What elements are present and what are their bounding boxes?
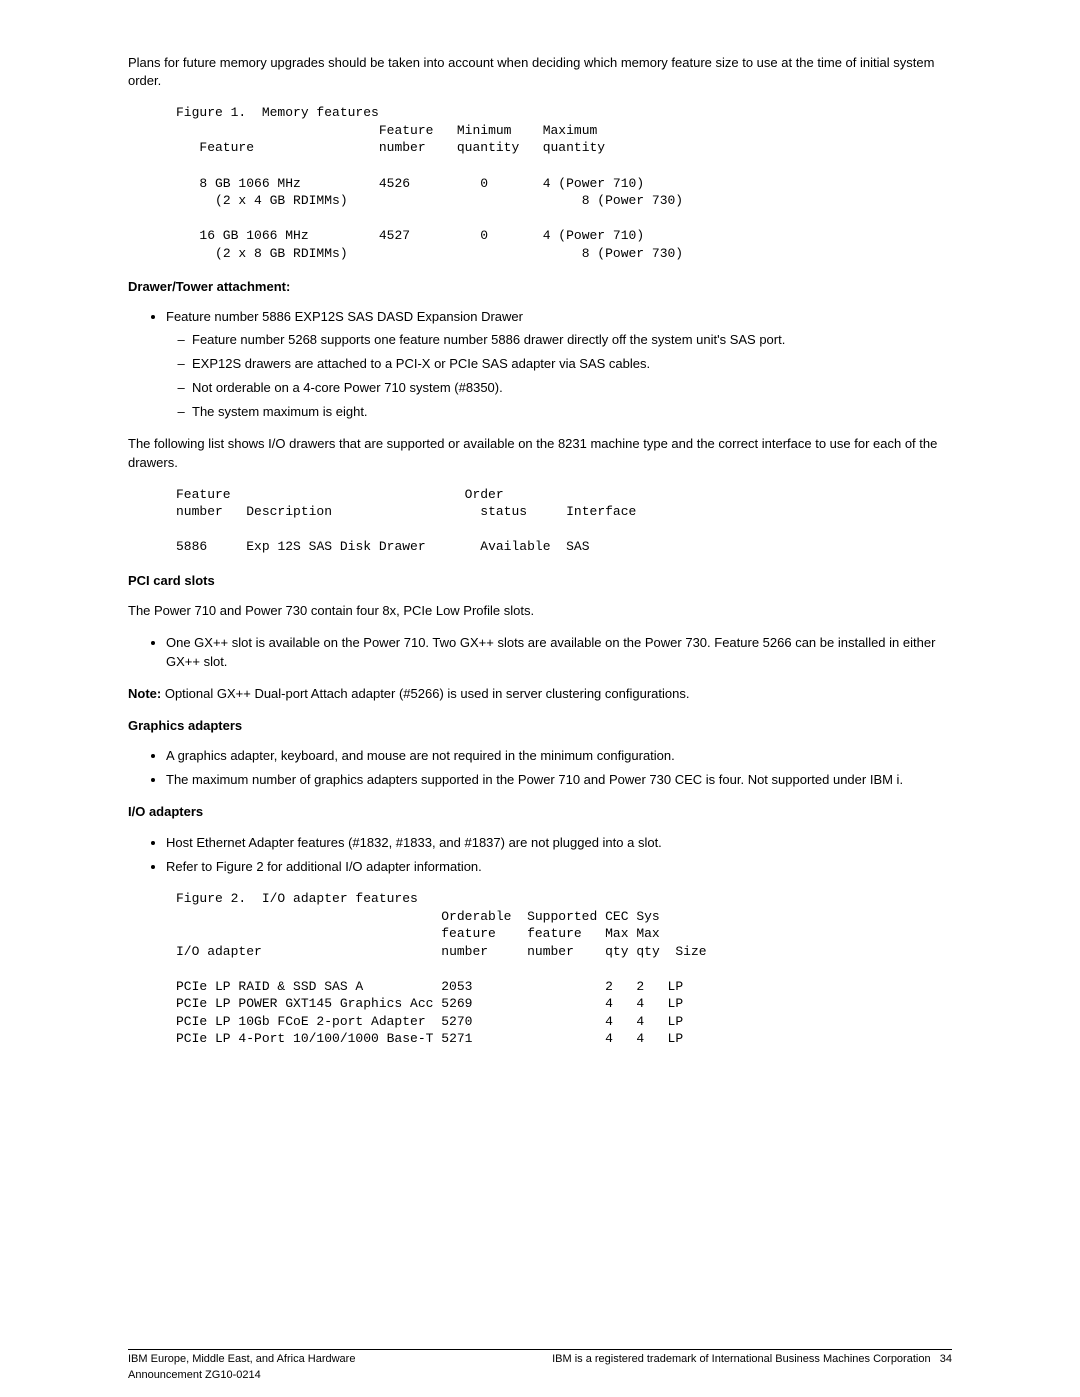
figure-1-title: Figure 1. Memory features <box>176 104 952 122</box>
footer-right: IBM is a registered trademark of Interna… <box>552 1352 952 1383</box>
figure-2: Figure 2. I/O adapter features Orderable… <box>176 890 952 1048</box>
page-footer: IBM Europe, Middle East, and Africa Hard… <box>128 1349 952 1383</box>
pci-heading: PCI card slots <box>128 572 952 590</box>
note-label: Note: <box>128 686 161 701</box>
figure-2-table: Orderable Supported CEC Sys feature feat… <box>176 908 952 1048</box>
figure-1: Figure 1. Memory features Feature Minimu… <box>176 104 952 262</box>
pci-bullet: One GX++ slot is available on the Power … <box>166 634 952 670</box>
pci-paragraph: The Power 710 and Power 730 contain four… <box>128 602 952 620</box>
drawer-table-content: Feature Order number Description status … <box>176 486 952 556</box>
drawer-sub-item: Not orderable on a 4-core Power 710 syst… <box>192 379 952 397</box>
io-bullet: Refer to Figure 2 for additional I/O ada… <box>166 858 952 876</box>
drawer-sub-item: Feature number 5268 supports one feature… <box>192 331 952 349</box>
footer-left: IBM Europe, Middle East, and Africa Hard… <box>128 1352 355 1383</box>
figure-1-table: Feature Minimum Maximum Feature number q… <box>176 122 952 262</box>
drawer-paragraph: The following list shows I/O drawers tha… <box>128 435 952 471</box>
io-list: Host Ethernet Adapter features (#1832, #… <box>128 834 952 876</box>
io-bullet: Host Ethernet Adapter features (#1832, #… <box>166 834 952 852</box>
graphics-heading: Graphics adapters <box>128 717 952 735</box>
graphics-bullet: A graphics adapter, keyboard, and mouse … <box>166 747 952 765</box>
intro-paragraph: Plans for future memory upgrades should … <box>128 54 952 90</box>
graphics-bullet: The maximum number of graphics adapters … <box>166 771 952 789</box>
document-page: Plans for future memory upgrades should … <box>0 0 1080 1397</box>
note-text: Optional GX++ Dual-port Attach adapter (… <box>161 686 689 701</box>
note-paragraph: Note: Optional GX++ Dual-port Attach ada… <box>128 685 952 703</box>
drawer-bullet: Feature number 5886 EXP12S SAS DASD Expa… <box>166 308 952 421</box>
drawer-list: Feature number 5886 EXP12S SAS DASD Expa… <box>128 308 952 421</box>
io-heading: I/O adapters <box>128 803 952 821</box>
graphics-list: A graphics adapter, keyboard, and mouse … <box>128 747 952 789</box>
drawer-heading: Drawer/Tower attachment: <box>128 278 952 296</box>
drawer-table: Feature Order number Description status … <box>176 486 952 556</box>
page-number: 34 <box>940 1353 952 1365</box>
drawer-sub-item: EXP12S drawers are attached to a PCI-X o… <box>192 355 952 373</box>
drawer-sublist: Feature number 5268 supports one feature… <box>166 331 952 422</box>
pci-list: One GX++ slot is available on the Power … <box>128 634 952 670</box>
drawer-sub-item: The system maximum is eight. <box>192 403 952 421</box>
figure-2-title: Figure 2. I/O adapter features <box>176 890 952 908</box>
